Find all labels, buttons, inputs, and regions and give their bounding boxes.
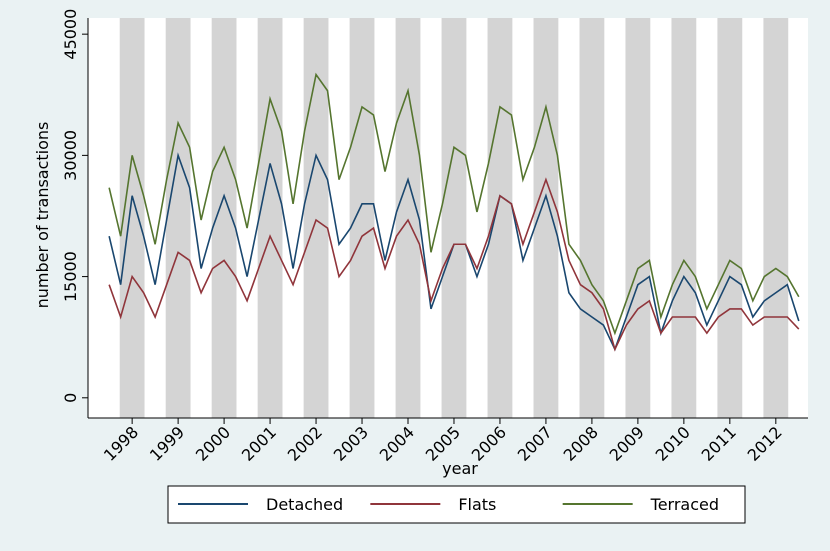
series-line	[108, 72, 800, 336]
legend	[167, 485, 746, 524]
shade-band	[257, 18, 283, 418]
y-axis-label: number of transactions	[33, 122, 52, 309]
shade-band	[671, 18, 697, 418]
legend-label: Detached	[266, 495, 343, 514]
shade-band	[441, 18, 467, 418]
bands	[119, 18, 789, 418]
shade-band	[579, 18, 605, 418]
shade-band	[717, 18, 743, 418]
plot	[108, 72, 800, 352]
shade-band	[303, 18, 329, 418]
x-axis-label: year	[442, 459, 478, 478]
series-line	[108, 177, 800, 352]
shade-band	[625, 18, 651, 418]
shade-band	[395, 18, 421, 418]
y-tick-label: 15000	[61, 251, 80, 302]
shade-band	[349, 18, 375, 418]
y-tick-label: 0	[61, 393, 80, 403]
legend-items: Detached Flats Terraced	[178, 495, 719, 514]
shade-band	[763, 18, 789, 418]
y-tick-label: 45000	[61, 9, 80, 60]
shade-band	[165, 18, 191, 418]
shade-band	[487, 18, 513, 418]
legend-label: Terraced	[650, 495, 719, 514]
legend-label: Flats	[458, 495, 496, 514]
y-tick-label: 30000	[61, 130, 80, 181]
